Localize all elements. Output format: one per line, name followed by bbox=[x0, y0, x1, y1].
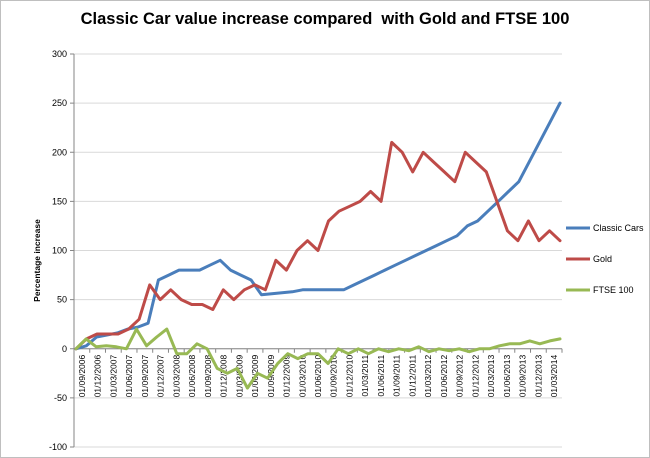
x-tick-label: 01/09/2008 bbox=[203, 354, 213, 397]
legend: Classic Cars Gold FTSE 100 bbox=[566, 223, 644, 295]
legend-label: FTSE 100 bbox=[593, 285, 634, 295]
y-tick-label: 200 bbox=[52, 147, 67, 157]
x-tick-label: 01/06/2010 bbox=[313, 354, 323, 397]
y-tick-label: 150 bbox=[52, 196, 67, 206]
x-tick-label: 01/09/2012 bbox=[455, 354, 465, 397]
x-tick-label: 01/06/2007 bbox=[124, 354, 134, 397]
x-tick-label: 01/06/2013 bbox=[502, 354, 512, 397]
x-tick-label: 01/06/2012 bbox=[439, 354, 449, 397]
x-tick-label: 01/06/2008 bbox=[187, 354, 197, 397]
x-tick-label: 01/03/2014 bbox=[549, 354, 559, 397]
x-tick-label: 01/12/2012 bbox=[470, 354, 480, 397]
x-tick-label: 01/12/2011 bbox=[407, 354, 417, 396]
x-tick-label: 01/12/2007 bbox=[156, 354, 166, 397]
x-tick-label: 01/09/2011 bbox=[392, 354, 402, 396]
series-line-classic-cars bbox=[74, 101, 562, 351]
y-tick-label: 250 bbox=[52, 98, 67, 108]
x-tick-label: 01/03/2007 bbox=[108, 354, 118, 397]
y-tick-label: 300 bbox=[52, 49, 67, 59]
x-tick-label: 01/09/2006 bbox=[77, 354, 87, 397]
x-tick-label: 01/03/2012 bbox=[423, 354, 433, 397]
x-tick-label: 01/12/2006 bbox=[93, 354, 103, 397]
y-tick-label: -50 bbox=[54, 393, 67, 403]
series-line-gold bbox=[74, 140, 562, 351]
x-tick-label: 01/03/2009 bbox=[234, 354, 244, 397]
y-tick-label: 100 bbox=[52, 246, 67, 256]
series-lines bbox=[74, 101, 562, 390]
x-tick-label: 01/09/2010 bbox=[329, 354, 339, 397]
series-line-ftse-100 bbox=[74, 327, 562, 390]
y-axis-ticks: -100 -50 0 50 100 150 200 250 300 bbox=[49, 49, 74, 452]
y-tick-label: 50 bbox=[57, 295, 67, 305]
x-tick-label: 01/03/2013 bbox=[486, 354, 496, 397]
y-tick-label: -100 bbox=[49, 442, 67, 452]
x-tick-label: 01/12/2010 bbox=[344, 354, 354, 397]
x-tick-label: 01/12/2009 bbox=[282, 354, 292, 397]
x-tick-label: 01/03/2010 bbox=[297, 354, 307, 397]
x-tick-label: 01/03/2011 bbox=[360, 354, 370, 396]
y-tick-label: 0 bbox=[62, 344, 67, 354]
x-tick-label: 01/12/2008 bbox=[219, 354, 229, 397]
x-tick-label: 01/03/2008 bbox=[171, 354, 181, 397]
legend-label: Gold bbox=[593, 254, 612, 264]
x-tick-label: 01/06/2011 bbox=[376, 354, 386, 396]
x-tick-label: 01/09/2007 bbox=[140, 354, 150, 397]
y-axis-label: Percentage increase bbox=[32, 219, 42, 302]
chart-title: Classic Car value increase compared with… bbox=[80, 10, 570, 28]
legend-label: Classic Cars bbox=[593, 223, 644, 233]
x-tick-label: 01/12/2013 bbox=[533, 354, 543, 397]
x-tick-label: 01/09/2013 bbox=[518, 354, 528, 397]
